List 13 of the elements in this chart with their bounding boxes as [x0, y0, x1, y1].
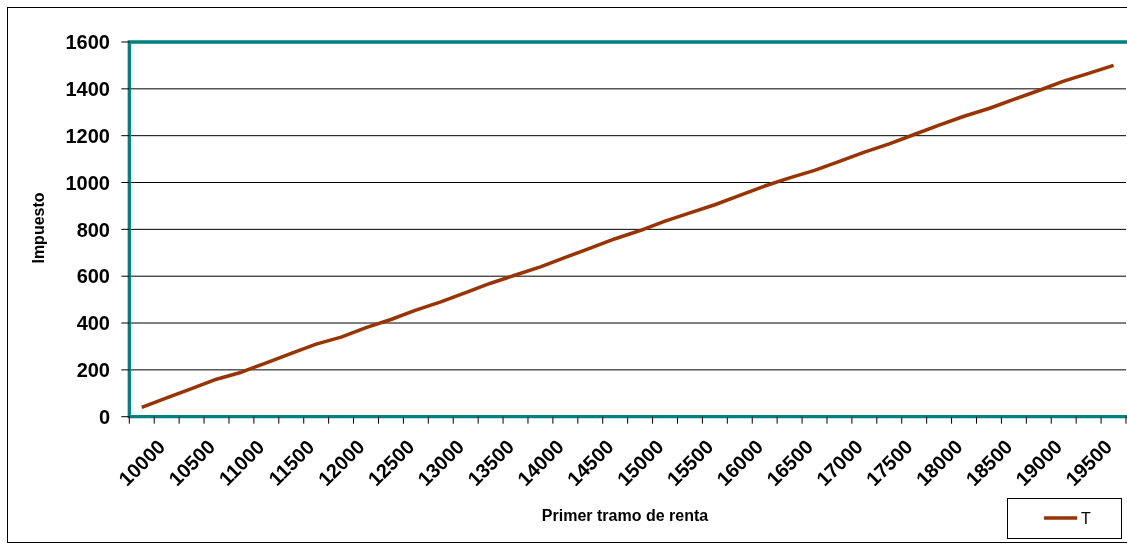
legend-label: T — [1081, 509, 1091, 527]
y-tick-label: 600 — [76, 265, 110, 288]
y-tick-label: 0 — [98, 405, 110, 428]
x-axis-title: Primer tramo de renta — [541, 507, 709, 524]
y-tick-label: 1400 — [65, 78, 110, 101]
y-tick-label: 200 — [76, 359, 110, 382]
y-axis-title: Impuesto — [30, 192, 47, 264]
y-tick-label: 1000 — [65, 171, 110, 194]
y-tick-label: 800 — [76, 218, 110, 241]
y-tick-label: 1600 — [65, 31, 110, 54]
y-tick-label: 400 — [76, 312, 110, 335]
y-tick-label: 1200 — [65, 124, 110, 147]
line-series — [140, 63, 1116, 410]
